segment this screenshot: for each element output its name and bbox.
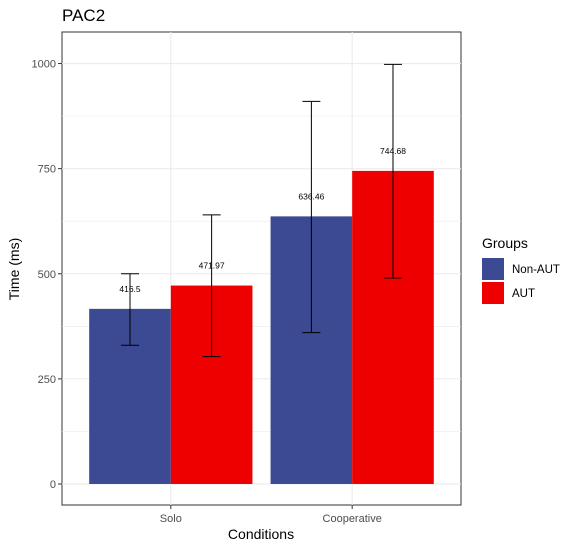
y-tick-label: 750: [38, 164, 56, 176]
legend-title: Groups: [482, 235, 528, 251]
y-tick-label: 250: [38, 374, 56, 386]
legend-label: Non-AUT: [512, 264, 560, 276]
chart-title: PAC2: [62, 6, 105, 25]
legend-label: AUT: [512, 288, 535, 300]
x-tick-label: Solo: [160, 513, 182, 525]
y-axis-title: Time (ms): [6, 238, 22, 300]
legend: Groups Non-AUT AUT: [482, 235, 560, 304]
data-label: 416.5: [119, 284, 141, 294]
legend-swatch: [482, 258, 504, 280]
x-tick-label: Cooperative: [323, 513, 382, 525]
y-tick-label: 0: [50, 479, 56, 491]
y-tick-label: 500: [38, 269, 56, 281]
legend-swatch: [482, 282, 504, 304]
y-tick-label: 1000: [32, 59, 56, 71]
x-axis-title: Conditions: [228, 526, 294, 542]
data-label: 471.97: [199, 261, 225, 271]
data-label: 636.46: [298, 191, 324, 201]
y-axis: 0 250 500 750 1000: [32, 59, 62, 491]
x-axis: Solo Cooperative: [160, 505, 382, 525]
data-label: 744.68: [380, 146, 406, 156]
